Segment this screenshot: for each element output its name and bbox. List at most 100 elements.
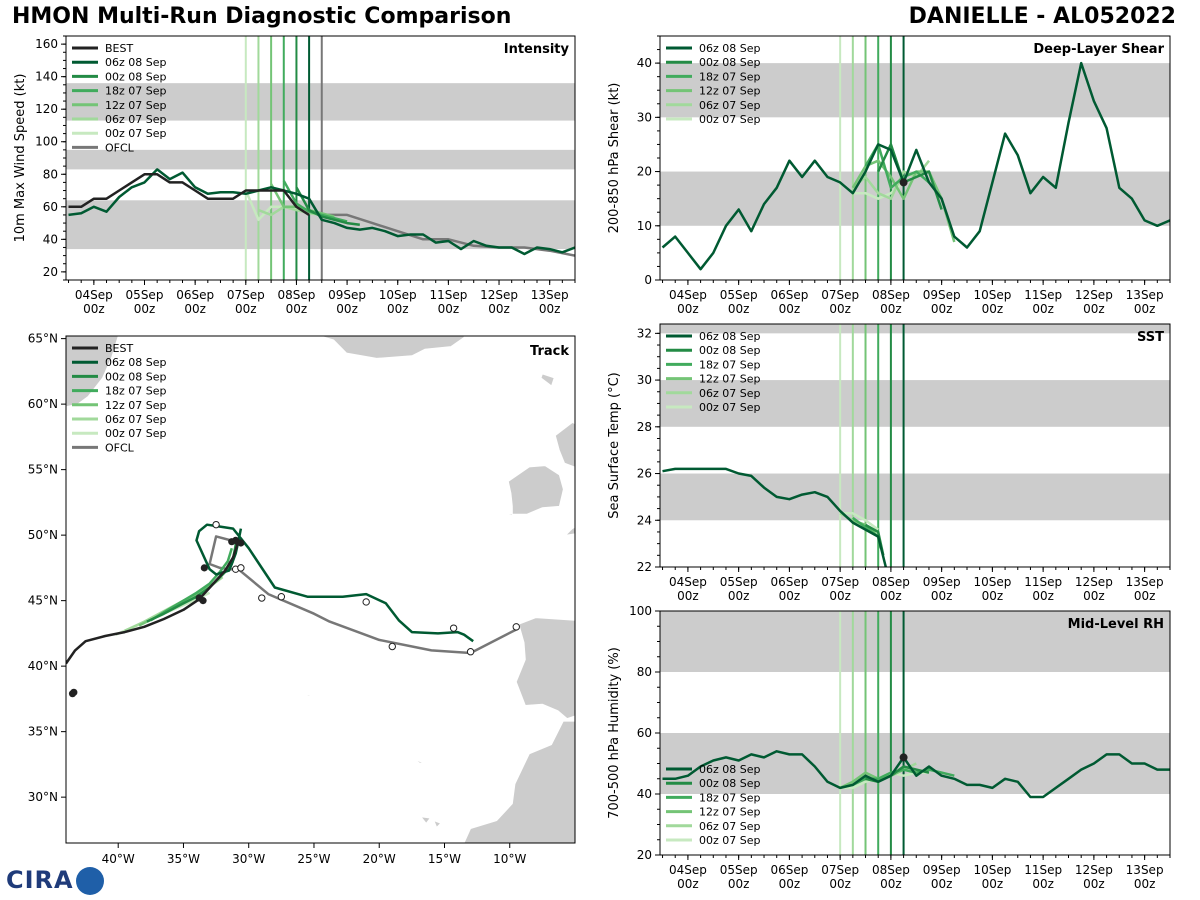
track-best-point (199, 597, 207, 605)
track-x-tick-label: 25°W (297, 852, 330, 866)
track-best-point (70, 688, 78, 696)
sst-series-line (840, 512, 879, 531)
shear-legend-label: 12z 07 Sep (699, 85, 761, 98)
track-legend-label: 18z 07 Sep (105, 385, 167, 398)
sst-shaded-band (660, 473, 1170, 521)
shear-x-tick-label: 11Sep (1024, 288, 1062, 302)
sst-x-tick-label: 11Sep (1024, 575, 1062, 589)
intensity-shaded-band (66, 83, 575, 121)
shear-x-tick-label: 08Sep (872, 288, 910, 302)
rh-x-tick-label: 00z (1032, 877, 1054, 891)
intensity-legend-label: 18z 07 Sep (105, 85, 167, 98)
sst-x-tick-label: 00z (982, 589, 1004, 603)
intensity-y-tick-label: 160 (35, 37, 58, 51)
sst-y-tick-label: 22 (637, 560, 652, 574)
rh-x-tick-label: 00z (677, 877, 699, 891)
track-best-point (237, 539, 245, 547)
rh-x-tick-label: 00z (1134, 877, 1156, 891)
sst-x-tick-label: 00z (1032, 589, 1054, 603)
intensity-y-tick-label: 60 (43, 200, 58, 214)
intensity-x-tick-label: 00z (336, 302, 358, 316)
track-best-point (200, 564, 208, 572)
shear-x-tick-label: 00z (728, 302, 750, 316)
shear-y-tick-label: 20 (637, 165, 652, 179)
sst-panel-title: SST (1137, 330, 1164, 345)
rh-x-tick-label: 04Sep (669, 863, 707, 877)
track-y-tick-label: 45°N (28, 594, 58, 608)
rh-x-tick-label: 00z (880, 877, 902, 891)
intensity-y-tick-label: 120 (35, 102, 58, 116)
cira-logo-text: CIRA (6, 866, 74, 894)
intensity-x-tick-label: 00z (235, 302, 257, 316)
iceland-land (320, 336, 465, 359)
shear-panel-title: Deep-Layer Shear (1033, 42, 1164, 57)
sst-x-tick-label: 12Sep (1075, 575, 1113, 589)
track-frame (65, 335, 576, 844)
track-ofcl-point (258, 594, 266, 602)
rh-x-tick-label: 00z (728, 877, 750, 891)
shear-x-tick-label: 00z (880, 302, 902, 316)
intensity-y-tick-label: 100 (35, 135, 58, 149)
iberia-land (515, 617, 575, 719)
sst-plot-area (660, 324, 1170, 567)
track-ofcl-point (237, 564, 245, 572)
track-ofcl-line (208, 535, 517, 655)
shear-y-tick-label: 10 (637, 219, 652, 233)
intensity-shaded-band (66, 200, 575, 250)
shear-x-tick-label: 10Sep (973, 288, 1011, 302)
shear-x-tick-label: 00z (677, 302, 699, 316)
intensity-y-tick-label: 40 (43, 232, 58, 246)
intensity-x-tick-label: 00z (134, 302, 156, 316)
track-run-line (146, 537, 239, 623)
sst-x-tick-label: 07Sep (821, 575, 859, 589)
shear-legend-label: 00z 08 Sep (699, 56, 761, 69)
track-y-tick-label: 40°N (28, 659, 58, 673)
sst-legend-label: 12z 07 Sep (699, 373, 761, 386)
intensity-x-tick-label: 08Sep (277, 288, 315, 302)
shear-legend-label: 06z 07 Sep (699, 99, 761, 112)
rh-current-marker (899, 753, 908, 762)
sst-x-tick-label: 00z (728, 589, 750, 603)
rh-legend-label: 12z 07 Sep (699, 806, 761, 819)
rh-x-tick-label: 00z (779, 877, 801, 891)
track-run-line (195, 523, 474, 643)
cira-globe-icon (75, 867, 104, 895)
track-run-line (150, 547, 233, 622)
shear-x-tick-label: 12Sep (1075, 288, 1113, 302)
sst-x-tick-label: 00z (829, 589, 851, 603)
sst-x-tick-label: 00z (880, 589, 902, 603)
track-ofcl-point (277, 593, 286, 601)
rh-series-line (662, 750, 1170, 799)
intensity-best-line (68, 173, 310, 216)
shear-x-tick-label: 00z (931, 302, 953, 316)
rh-x-tick-label: 10Sep (973, 863, 1011, 877)
sst-y-tick-label: 32 (637, 326, 652, 340)
intensity-x-tick-label: 00z (488, 302, 510, 316)
intensity-y-tick-label: 80 (43, 167, 58, 181)
panel-sst: 22242628303204Sep00z05Sep00z06Sep00z07Se… (607, 323, 1171, 603)
sst-frame (659, 323, 1171, 568)
sst-y-tick-label: 24 (637, 513, 652, 527)
track-ofcl-point (212, 520, 220, 529)
sst-legend-label: 00z 07 Sep (699, 401, 761, 414)
shear-legend-label: 00z 07 Sep (699, 113, 761, 126)
panel-intensity: 2040608010012014016004Sep00z05Sep00z06Se… (13, 35, 576, 316)
shear-x-tick-label: 00z (779, 302, 801, 316)
intensity-x-tick-label: 00z (286, 302, 308, 316)
sst-x-tick-label: 08Sep (872, 575, 910, 589)
panel-track: 40°W 35°W 30°W 25°W 20°W 15°W 10°W 30°N 35°N 40°N… (28, 332, 576, 866)
rh-legend-label: 06z 07 Sep (699, 820, 761, 833)
panel-shear: 01020304004Sep00z05Sep00z06Sep00z07Sep00… (607, 35, 1171, 316)
track-legend-label: BEST (105, 342, 133, 355)
intensity-legend-label: 00z 07 Sep (105, 127, 167, 140)
rh-y-tick-label: 20 (637, 848, 652, 862)
track-ofcl-point (362, 598, 370, 606)
scotland-land (554, 422, 575, 468)
sst-y-axis-label: Sea Surface Temp (°C) (607, 372, 622, 519)
sst-x-tick-label: 00z (1134, 589, 1156, 603)
intensity-x-tick-label: 00z (387, 302, 409, 316)
sst-x-tick-label: 06Sep (770, 575, 808, 589)
greenland-land (66, 336, 119, 408)
